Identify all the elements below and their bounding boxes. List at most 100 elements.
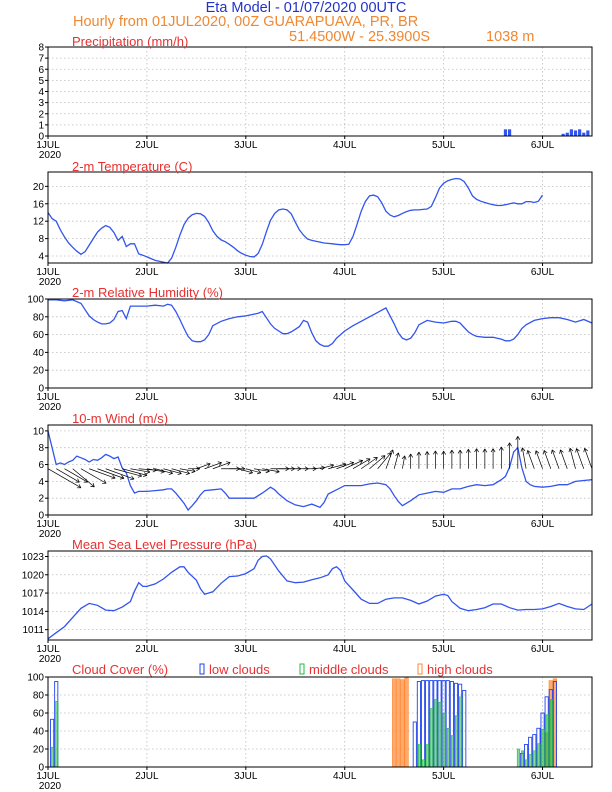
wind-barb: [204, 462, 222, 470]
wind-barb: [56, 468, 80, 483]
wind-barb: [72, 468, 95, 488]
wind-barb-head: [130, 475, 135, 481]
cloud-bar-middle-clouds: [450, 735, 454, 768]
wind-xtick-label: 1JUL: [36, 519, 60, 530]
mslp-ytick-label: 1023: [22, 552, 45, 563]
wind-barb: [253, 468, 270, 472]
temp-ytick-label: 4: [38, 252, 44, 263]
wind-ytick-label: 0: [38, 511, 44, 522]
wind-barb-head: [373, 457, 378, 462]
precip-xtick-label: 2JUL: [135, 140, 159, 151]
cloud-bar-low-clouds: [420, 680, 426, 768]
wind-frame: [47, 424, 593, 516]
wind-ytick-label: 6: [38, 460, 44, 471]
wind-barb-head: [515, 436, 521, 440]
precip-bar: [573, 130, 578, 136]
mslp-xtick-label: 1JUL: [36, 644, 60, 655]
rh-ytick-label: 40: [33, 348, 45, 359]
cloud-bar-middle-clouds: [521, 750, 525, 768]
wind-barb-head: [575, 448, 580, 453]
rh-xtick-label: 5JUL: [432, 392, 456, 403]
mslp-frame: [47, 550, 593, 641]
cloud-xtick-label: 3JUL: [234, 771, 258, 782]
mslp-ytick-label: 1017: [22, 589, 45, 600]
wind-barb: [543, 450, 552, 469]
wind-barb: [535, 450, 543, 469]
wind-barb-head: [498, 446, 504, 451]
wind-barb-head: [551, 449, 556, 454]
wind-barb-head: [185, 470, 190, 476]
temp-ytick-label: 8: [38, 234, 44, 245]
temp-year-label: 2020: [39, 277, 62, 288]
rh-xtick-label: 2JUL: [135, 392, 159, 403]
cloud-bar-middle-clouds: [537, 743, 541, 768]
cloud-legend-swatch: [199, 663, 205, 675]
mslp-xtick-label: 4JUL: [333, 644, 357, 655]
wind-barb: [344, 460, 363, 470]
precip-ytick-label: 2: [38, 109, 44, 120]
wind-barb-head: [449, 449, 455, 454]
precip-year-label: 2020: [39, 150, 62, 161]
wind-barb: [113, 468, 142, 477]
cloud-bar-low-clouds: [552, 681, 557, 768]
wind-barb: [402, 455, 406, 469]
rh-ytick-label: 100: [27, 295, 44, 306]
cloud-bar-middle-clouds: [541, 728, 545, 768]
precip-ytick-label: 4: [38, 87, 44, 98]
wind-barb: [336, 462, 354, 470]
wind-barb-head: [206, 462, 211, 468]
cloud-legend-label: middle clouds: [309, 662, 389, 677]
wind-barb-head: [482, 448, 488, 453]
precip-bar: [578, 129, 582, 136]
wind-barb: [584, 448, 593, 469]
wind-barb-head: [543, 450, 548, 455]
cloud-bar-low-clouds: [462, 690, 467, 768]
cloud-xtick-label: 6JUL: [531, 771, 555, 782]
wind-barb-head: [349, 461, 355, 466]
cloud-bar-middle-clouds: [529, 754, 533, 768]
wind-barb-head: [358, 459, 363, 464]
mslp-xtick-label: 3JUL: [234, 644, 258, 655]
cloud-bar-middle-clouds: [455, 715, 459, 768]
precip-bar: [582, 132, 586, 136]
cloud-bar-middle-clouds: [446, 727, 450, 768]
wind-barb-head: [583, 448, 588, 453]
cloud-xtick-label: 1JUL: [36, 771, 60, 782]
wind-barb: [163, 468, 182, 474]
wind-barb: [47, 468, 82, 489]
wind-barb-head: [441, 450, 446, 455]
cloud-ytick-label: 60: [33, 709, 45, 720]
wind-barb-head: [111, 474, 116, 480]
wind-barb: [237, 468, 253, 474]
rh-frame: [47, 298, 593, 389]
wind-barb-head: [90, 482, 95, 488]
cloud-ytick-label: 100: [27, 673, 44, 684]
wind-barb-head: [520, 447, 526, 452]
cloud-bar-middle-clouds: [459, 696, 463, 768]
wind-barb-head: [474, 448, 479, 453]
wind-barb-head: [217, 461, 222, 466]
cloud-frame: [47, 676, 593, 768]
rh-ytick-label: 60: [33, 330, 45, 341]
rh-xtick-label: 4JUL: [333, 392, 357, 403]
precip-bar: [507, 129, 512, 136]
cloud-ytick-label: 0: [38, 763, 44, 774]
cloud-bar-middle-clouds: [422, 759, 426, 768]
mslp-series-line: [47, 555, 593, 640]
temp-xtick-label: 5JUL: [432, 267, 456, 278]
mslp-year-label: 2020: [39, 654, 62, 665]
wind-ytick-label: 8: [38, 443, 44, 454]
cloud-bar-middle-clouds: [434, 699, 438, 768]
wind-ytick-label: 10: [33, 426, 45, 437]
cloud-legend-swatch: [417, 663, 423, 675]
wind-barb-head: [457, 449, 463, 454]
temp-xtick-label: 1JUL: [36, 267, 60, 278]
wind-barb: [560, 449, 568, 469]
precip-ytick-label: 1: [38, 120, 44, 131]
precip-ytick-label: 6: [38, 65, 44, 76]
precip-bar: [561, 133, 565, 136]
wind-barb: [576, 448, 585, 469]
wind-barb-head: [395, 452, 400, 457]
wind-barb-head: [275, 468, 280, 474]
